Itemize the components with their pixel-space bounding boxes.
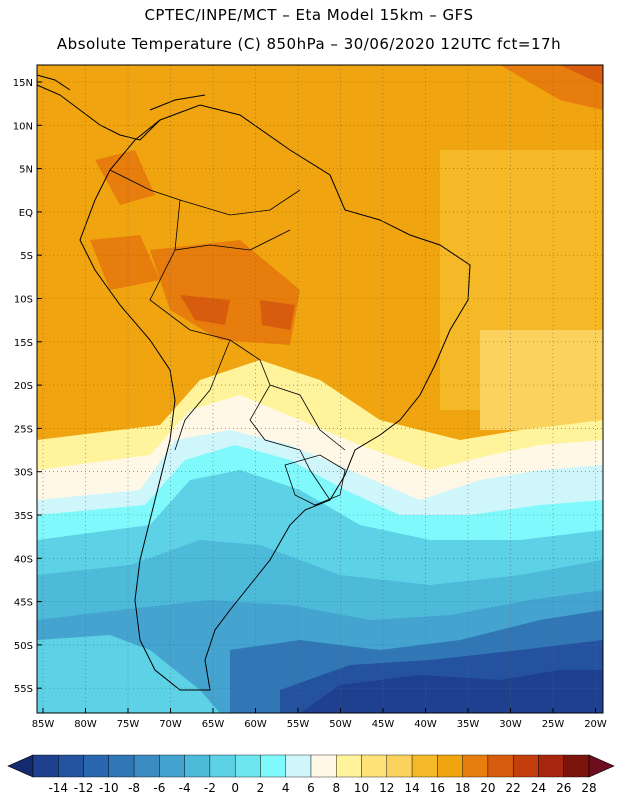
lat-label: 50S	[14, 641, 33, 652]
colorbar-swatch	[437, 754, 463, 778]
lat-label: 45S	[14, 598, 33, 609]
colorbar-high-arrow	[588, 754, 615, 778]
coastlines-borders	[36, 74, 471, 691]
map-frame	[36, 64, 604, 714]
colorbar-low-arrow	[7, 754, 34, 778]
colorbar-label: 26	[556, 781, 571, 795]
colorbar-swatch	[184, 754, 211, 778]
colorbar-label: 4	[282, 781, 290, 795]
temperature-field	[37, 65, 603, 713]
colorbar-label: 16	[430, 781, 445, 795]
colorbar-swatch	[234, 754, 261, 778]
colorbar-label: 0	[231, 781, 239, 795]
lat-label: 30S	[14, 468, 33, 479]
lon-label: 75W	[117, 719, 140, 730]
lat-label: 5S	[20, 251, 33, 262]
colorbar-label: 20	[480, 781, 495, 795]
lat-label: 5N	[19, 165, 33, 176]
field-ne-hotter	[560, 65, 603, 85]
caribbean-coastline	[36, 74, 206, 111]
colorbar-swatch	[260, 754, 286, 778]
field-patagonia-cyan	[37, 635, 220, 713]
colorbar-swatch	[58, 754, 84, 778]
lon-label: 20W	[584, 719, 607, 730]
colorbar: -14 -12 -10 -8 -6 -4 -2 0 2 4 6 8 10 12 14 16 18 20 22 24 26…	[7, 754, 615, 795]
colorbar-label: 22	[506, 781, 521, 795]
colorbar-swatch	[336, 754, 362, 778]
lat-label: 15N	[13, 78, 33, 89]
colorbar-swatch	[209, 754, 236, 778]
lon-label: 40W	[414, 719, 437, 730]
colorbar-swatch	[538, 754, 564, 778]
gridlines	[37, 65, 603, 713]
colorbar-swatch	[108, 754, 135, 778]
lon-label: 80W	[74, 719, 97, 730]
field-ne-hot	[500, 65, 603, 110]
lon-label: 65W	[202, 719, 225, 730]
colorbar-swatch	[411, 754, 438, 778]
colorbar-swatch	[133, 754, 160, 778]
colorbar-label: 24	[531, 781, 546, 795]
lat-label: 20S	[14, 381, 33, 392]
colorbar-label: -6	[153, 781, 165, 795]
colorbar-label: 18	[455, 781, 470, 795]
colorbar-label: 12	[379, 781, 394, 795]
colorbar-swatch	[361, 754, 388, 778]
lat-label: 40S	[14, 554, 33, 565]
lon-label: 25W	[542, 719, 565, 730]
colorbar-label: 14	[404, 781, 419, 795]
title-line-2: Absolute Temperature (C) 850hPa – 30/06/…	[56, 35, 562, 53]
colorbar-swatch	[310, 754, 337, 778]
lon-label: 85W	[32, 719, 55, 730]
lat-label: 35S	[14, 511, 33, 522]
lat-label: 25S	[14, 424, 33, 435]
lon-label: 30W	[499, 719, 522, 730]
colorbar-swatch	[462, 754, 489, 778]
colorbar-label: -14	[48, 781, 68, 795]
colorbar-label: 8	[332, 781, 340, 795]
lat-label: EQ	[19, 208, 33, 219]
lat-label: 10S	[14, 295, 33, 306]
colorbar-swatch	[285, 754, 312, 778]
lon-label: 35W	[457, 719, 480, 730]
central-america-coastline	[36, 84, 161, 141]
colorbar-label: -4	[179, 781, 191, 795]
field-mato-grosso-hot	[260, 300, 295, 330]
colorbar-label: 6	[307, 781, 315, 795]
south-america-coastline	[79, 104, 471, 691]
colorbar-swatch	[386, 754, 413, 778]
country-borders	[109, 169, 346, 501]
colorbar-label: -10	[99, 781, 119, 795]
colorbar-label: -8	[128, 781, 140, 795]
lon-label: 60W	[244, 719, 267, 730]
longitude-labels: 85W 80W 75W 70W 65W 60W 55W 50W 45W 40W 35W 30W 25W 2…	[32, 708, 607, 730]
colorbar-swatch	[512, 754, 539, 778]
colorbar-swatch	[487, 754, 514, 778]
lon-label: 50W	[329, 719, 352, 730]
colorbar-swatch	[159, 754, 185, 778]
colorbar-label: 28	[581, 781, 596, 795]
colorbar-label: 2	[257, 781, 265, 795]
field-bolivia-hot	[180, 295, 230, 325]
lon-label: 70W	[159, 719, 182, 730]
uruguay-border	[284, 454, 346, 506]
title-line-1: CPTEC/INPE/MCT – Eta Model 15km – GFS	[144, 6, 474, 24]
lon-label: 55W	[287, 719, 310, 730]
latitude-labels: 15N 10N 5N EQ 5S 10S 15S 20S 25S 30S 35S 40S 45S 50S 5…	[13, 78, 42, 695]
field-cold-core	[300, 670, 603, 713]
colorbar-label: 10	[354, 781, 369, 795]
colorbar-label: -2	[204, 781, 216, 795]
colorbar-swatch	[32, 754, 59, 778]
lat-label: 15S	[14, 338, 33, 349]
field-atlantic-yellow	[480, 330, 603, 430]
lat-label: 55S	[14, 684, 33, 695]
colorbar-label: -12	[74, 781, 94, 795]
field-peru-hot	[90, 235, 160, 290]
colorbar-swatch	[563, 754, 590, 778]
lat-label: 10N	[13, 121, 33, 132]
colorbar-swatch	[83, 754, 110, 778]
lon-label: 45W	[372, 719, 395, 730]
